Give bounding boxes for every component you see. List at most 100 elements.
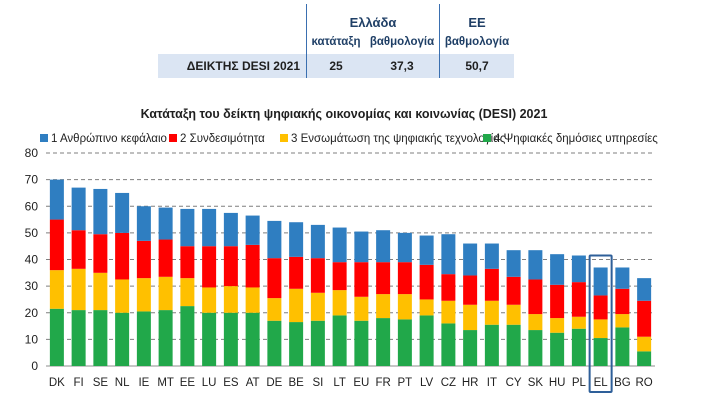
bar-segment [528, 330, 543, 366]
x-tick-label: NL [115, 377, 130, 389]
bar-segment [310, 292, 325, 321]
x-tick-label: IE [138, 377, 149, 389]
x-tick-label: BG [614, 377, 631, 389]
bar-segment [376, 230, 391, 263]
bar-segment [115, 279, 130, 313]
bar-segment [223, 212, 238, 247]
bar-segment [571, 328, 586, 366]
x-tick-label: MT [157, 377, 174, 389]
bar-segment [93, 272, 108, 311]
bar-segment [115, 312, 130, 366]
bar-segment [158, 276, 173, 311]
table-eu-score-value: 50,7 [439, 54, 514, 78]
bar-segment [71, 268, 86, 311]
bar-segment [593, 319, 608, 339]
bar-segment [463, 243, 478, 276]
bar-segment [637, 351, 652, 366]
bar-segment [115, 232, 130, 280]
bar-segment [310, 258, 325, 293]
bar-segment [93, 234, 108, 273]
x-tick-label: CY [506, 377, 522, 389]
bar-segment [223, 312, 238, 366]
y-tick-label: 70 [25, 173, 39, 187]
bar-segment [571, 316, 586, 329]
x-tick-label: FI [74, 377, 84, 389]
x-tick-label: LU [202, 377, 217, 389]
highlight-frame [588, 254, 613, 393]
bar-segment [506, 276, 521, 305]
bar-segment [289, 256, 304, 289]
legend-swatch [280, 134, 288, 142]
bar-segment [528, 314, 543, 331]
bar-segment [245, 287, 260, 313]
bar-segment [593, 267, 608, 296]
bar-segment [202, 246, 217, 288]
legend-label: 2 Συνδεσιμότητα [180, 133, 265, 145]
x-tick-label: LV [420, 377, 434, 389]
chart-legend: 1 Ανθρώπινο κεφάλαιο 2 Συνδεσιμότητα 3 Ενσ… [40, 133, 658, 145]
x-tick-label: DK [49, 377, 65, 389]
bar-segment [550, 284, 565, 319]
legend-swatch [169, 134, 177, 142]
y-tick-label: 20 [25, 306, 39, 320]
bar-segment [267, 298, 282, 321]
x-tick-label: DE [266, 377, 282, 389]
x-tick-label: LT [333, 377, 346, 389]
bar-segment [180, 306, 195, 366]
bar-segment [93, 310, 108, 366]
y-tick-label: 0 [31, 359, 38, 373]
bar-segment [245, 215, 260, 245]
bar-segment [49, 308, 64, 366]
bar-segment [202, 287, 217, 313]
bar-segment [180, 278, 195, 307]
bar-segment [593, 295, 608, 320]
bar-segment [202, 312, 217, 366]
x-axis: DK FI SE NL IE MT EE LU ES AT DE BE SI LT EU FR PT LV CZ HR… [49, 377, 653, 389]
x-tick-label: EE [180, 377, 196, 389]
bar-segment [463, 330, 478, 366]
bar-segment [506, 250, 521, 277]
bar-segment [93, 188, 108, 235]
bar-segment [354, 262, 369, 297]
bar-segment [245, 244, 260, 288]
bar-segment [615, 327, 630, 366]
bar-segment [136, 311, 151, 366]
bar-segment [136, 240, 151, 279]
bar-segment [397, 232, 412, 263]
bar-segment [441, 234, 456, 275]
x-tick-label: AT [246, 377, 260, 389]
bar-segment [332, 262, 347, 291]
bar-segment [71, 310, 86, 366]
bar-segment [376, 262, 391, 295]
bar-segment [71, 230, 86, 269]
chart-bars [49, 179, 652, 366]
bar-segment [615, 288, 630, 315]
bar-segment [441, 323, 456, 366]
bar-segment [528, 250, 543, 280]
bar-segment [550, 254, 565, 285]
bar-segment [202, 208, 217, 247]
bar-segment [506, 304, 521, 325]
bar-segment [267, 220, 282, 259]
bar-segment [223, 286, 238, 313]
bar-segment [267, 258, 282, 299]
x-tick-label: FR [375, 377, 390, 389]
bar-segment [310, 320, 325, 366]
table-score-header: βαθμολογία [369, 36, 435, 48]
desi-chart: Κατάταξη του δείκτη ψηφιακής οικονομίας … [25, 107, 658, 393]
bar-segment [463, 304, 478, 331]
table-rank-value: 25 [306, 54, 365, 78]
bar-segment [550, 332, 565, 366]
legend-swatch [40, 134, 48, 142]
bar-segment [376, 318, 391, 366]
bar-segment [571, 255, 586, 283]
bar-segment [180, 208, 195, 247]
x-tick-label: HR [462, 377, 479, 389]
bar-segment [441, 274, 456, 301]
x-tick-label: HU [549, 377, 566, 389]
legend-swatch [483, 134, 491, 142]
x-tick-label: EU [353, 377, 369, 389]
y-tick-label: 30 [25, 279, 39, 293]
y-tick-label: 50 [25, 226, 39, 240]
bar-segment [223, 246, 238, 287]
